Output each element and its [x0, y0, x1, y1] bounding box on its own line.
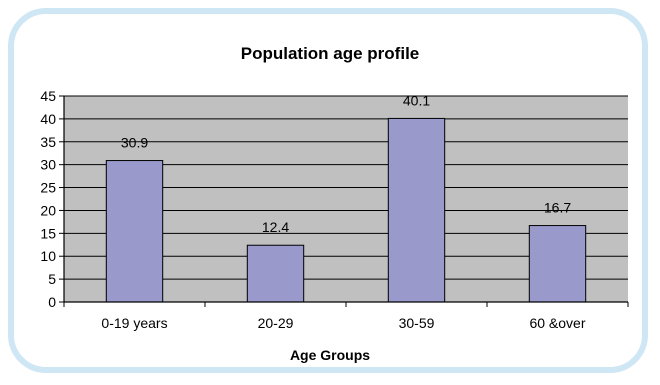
bar [246, 244, 305, 303]
bars [105, 117, 587, 303]
x-axis-ticks: 0-19 years 20-29 30-59 60 &over [63, 302, 629, 331]
data-labels: 30.9 12.4 40.1 16.7 [121, 92, 571, 235]
chart-title: Population age profile [240, 44, 420, 63]
x-axis-title: Age Groups [289, 347, 371, 363]
data-label: 16.7 [544, 200, 571, 216]
data-label: 30.9 [121, 135, 148, 151]
y-tick-label: 30 [40, 157, 56, 173]
x-tick-label: 60 &over [529, 315, 585, 331]
x-tick-label: 0-19 years [101, 315, 167, 331]
y-tick-label: 15 [40, 225, 56, 241]
bar [387, 117, 446, 303]
bar [528, 225, 587, 303]
y-tick-label: 10 [40, 248, 56, 264]
data-label: 40.1 [403, 92, 430, 108]
y-tick-label: 0 [48, 294, 56, 310]
bar [105, 160, 164, 303]
y-tick-label: 35 [40, 134, 56, 150]
y-tick-label: 20 [40, 202, 56, 218]
x-tick-label: 20-29 [258, 315, 294, 331]
x-tick-label: 30-59 [399, 315, 435, 331]
y-tick-label: 45 [40, 88, 56, 104]
y-tick-label: 5 [48, 271, 56, 287]
y-axis-ticks: 0 5 10 15 20 25 30 35 40 45 [40, 88, 64, 310]
data-label: 12.4 [262, 219, 289, 235]
y-tick-label: 40 [40, 111, 56, 127]
y-tick-label: 25 [40, 180, 56, 196]
